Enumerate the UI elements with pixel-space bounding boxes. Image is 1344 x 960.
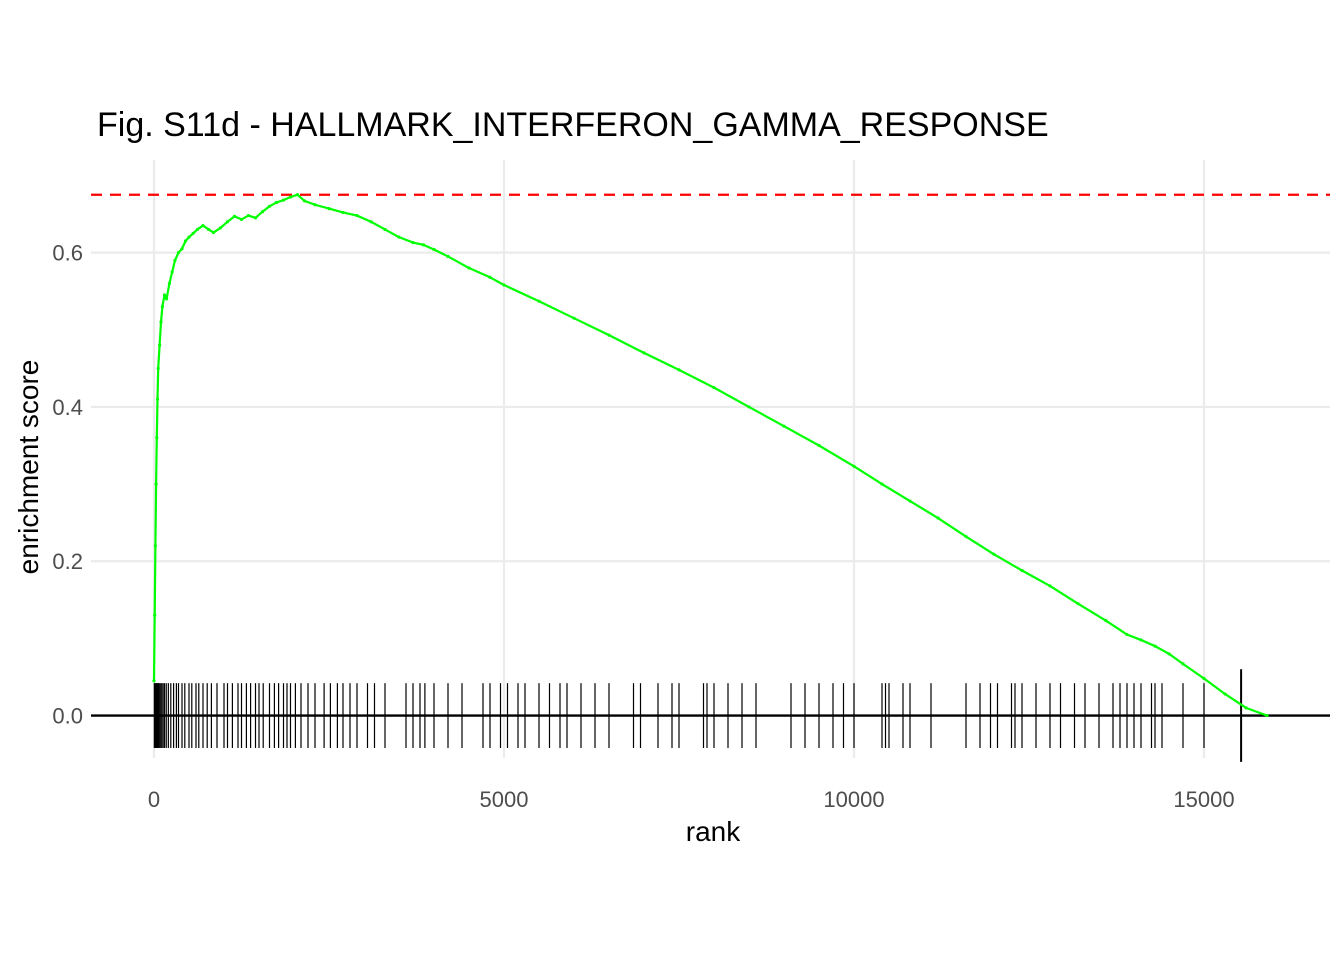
enrichment-point bbox=[162, 293, 167, 297]
enrichment-point bbox=[176, 250, 181, 255]
enrichment-point bbox=[607, 333, 611, 337]
enrichment-point bbox=[1167, 652, 1171, 656]
enrichment-point bbox=[201, 223, 205, 228]
x-axis-title: rank bbox=[686, 816, 741, 847]
enrichment-point bbox=[154, 482, 158, 486]
enrichment-point bbox=[852, 464, 856, 468]
x-axis-tick-labels: 0 5000 10000 15000 bbox=[148, 787, 1235, 812]
enrichment-point bbox=[295, 193, 300, 197]
enrichment-point bbox=[327, 207, 331, 211]
enrichment-point bbox=[156, 366, 160, 370]
enrichment-curve-line bbox=[152, 193, 1268, 717]
enrichment-point bbox=[572, 316, 576, 320]
enrichment-point bbox=[383, 227, 387, 232]
enrichment-point bbox=[421, 243, 426, 247]
enrichment-point bbox=[341, 210, 345, 215]
enrichment-point bbox=[908, 499, 912, 503]
enrichment-point bbox=[187, 235, 191, 239]
running-enrichment-curve bbox=[152, 193, 1269, 718]
enrichment-point bbox=[782, 424, 786, 428]
enrichment-point bbox=[1020, 568, 1024, 573]
enrichment-point bbox=[160, 305, 164, 309]
x-tick-label: 10000 bbox=[823, 787, 884, 812]
enrichment-point bbox=[191, 231, 195, 235]
enrichment-point bbox=[1076, 602, 1080, 606]
enrichment-point bbox=[467, 266, 471, 270]
enrichment-point bbox=[712, 386, 716, 390]
x-tick-label: 15000 bbox=[1173, 787, 1234, 812]
grid-lines bbox=[91, 160, 1330, 758]
y-tick-label: 0.0 bbox=[52, 704, 83, 729]
enrichment-point bbox=[153, 613, 157, 617]
enrichment-point bbox=[488, 275, 492, 279]
enrichment-point bbox=[537, 299, 541, 303]
enrichment-point bbox=[183, 239, 188, 243]
enrichment-point bbox=[253, 216, 258, 220]
enrichment-point bbox=[1244, 706, 1248, 710]
enrichment-point bbox=[239, 217, 244, 222]
enrichment-point bbox=[281, 198, 286, 202]
enrichment-point bbox=[195, 227, 199, 232]
enrichment-point bbox=[369, 220, 373, 224]
gene-hit-ticks bbox=[153, 669, 1243, 762]
enrichment-point bbox=[880, 482, 884, 486]
enrichment-point bbox=[165, 297, 169, 301]
enrichment-point bbox=[158, 343, 162, 347]
enrichment-point bbox=[936, 516, 940, 520]
enrichment-point bbox=[274, 200, 279, 205]
enrichment-point bbox=[225, 220, 230, 224]
enrichment-point bbox=[180, 247, 184, 251]
enrichment-point bbox=[159, 320, 163, 324]
enrichment-point bbox=[1104, 619, 1108, 623]
enrichment-point bbox=[152, 679, 156, 683]
enrichment-point bbox=[153, 544, 157, 548]
enrichment-point bbox=[446, 254, 450, 259]
enrichment-point bbox=[155, 436, 159, 440]
enrichment-point bbox=[288, 195, 293, 199]
enrichment-point bbox=[155, 397, 160, 401]
enrichment-point bbox=[267, 204, 272, 208]
enrichment-point bbox=[411, 240, 415, 245]
enrichment-point bbox=[1125, 632, 1129, 637]
enrichment-point bbox=[246, 213, 251, 218]
enrichment-point bbox=[1153, 644, 1157, 648]
enrichment-point bbox=[1181, 662, 1185, 666]
enrichment-point bbox=[642, 351, 646, 355]
enrichment-point bbox=[170, 270, 174, 274]
enrichment-point bbox=[992, 552, 996, 556]
enrichment-point bbox=[964, 534, 968, 539]
y-tick-label: 0.4 bbox=[52, 395, 83, 420]
enrichment-point bbox=[1048, 584, 1052, 588]
enrichment-point bbox=[355, 213, 359, 218]
enrichment-point bbox=[173, 258, 177, 262]
enrichment-point bbox=[207, 227, 211, 232]
enrichment-point bbox=[397, 235, 401, 239]
enrichment-point bbox=[432, 247, 436, 252]
enrichment-point bbox=[1202, 676, 1206, 681]
x-tick-label: 0 bbox=[148, 787, 160, 812]
enrichment-point bbox=[260, 210, 265, 214]
y-axis-tick-labels: 0.0 0.2 0.4 0.6 bbox=[52, 241, 83, 729]
enrichment-point bbox=[1223, 692, 1227, 696]
y-tick-label: 0.6 bbox=[52, 241, 83, 266]
enrichment-point bbox=[211, 230, 216, 235]
enrichment-point bbox=[502, 283, 506, 287]
chart-title: Fig. S11d - HALLMARK_INTERFERON_GAMMA_RE… bbox=[97, 106, 1049, 144]
enrichment-point bbox=[677, 368, 681, 372]
enrichment-point bbox=[747, 405, 751, 409]
enrichment-point bbox=[218, 226, 223, 230]
enrichment-point bbox=[167, 281, 171, 286]
x-tick-label: 5000 bbox=[480, 787, 529, 812]
enrichment-point bbox=[817, 443, 821, 448]
enrichment-point bbox=[1265, 713, 1269, 718]
y-tick-label: 0.2 bbox=[52, 549, 83, 574]
y-axis-title: enrichment score bbox=[13, 360, 44, 575]
enrichment-point bbox=[302, 199, 307, 203]
enrichment-point bbox=[232, 214, 237, 218]
enrichment-point bbox=[1139, 638, 1143, 642]
enrichment-point bbox=[313, 203, 317, 207]
